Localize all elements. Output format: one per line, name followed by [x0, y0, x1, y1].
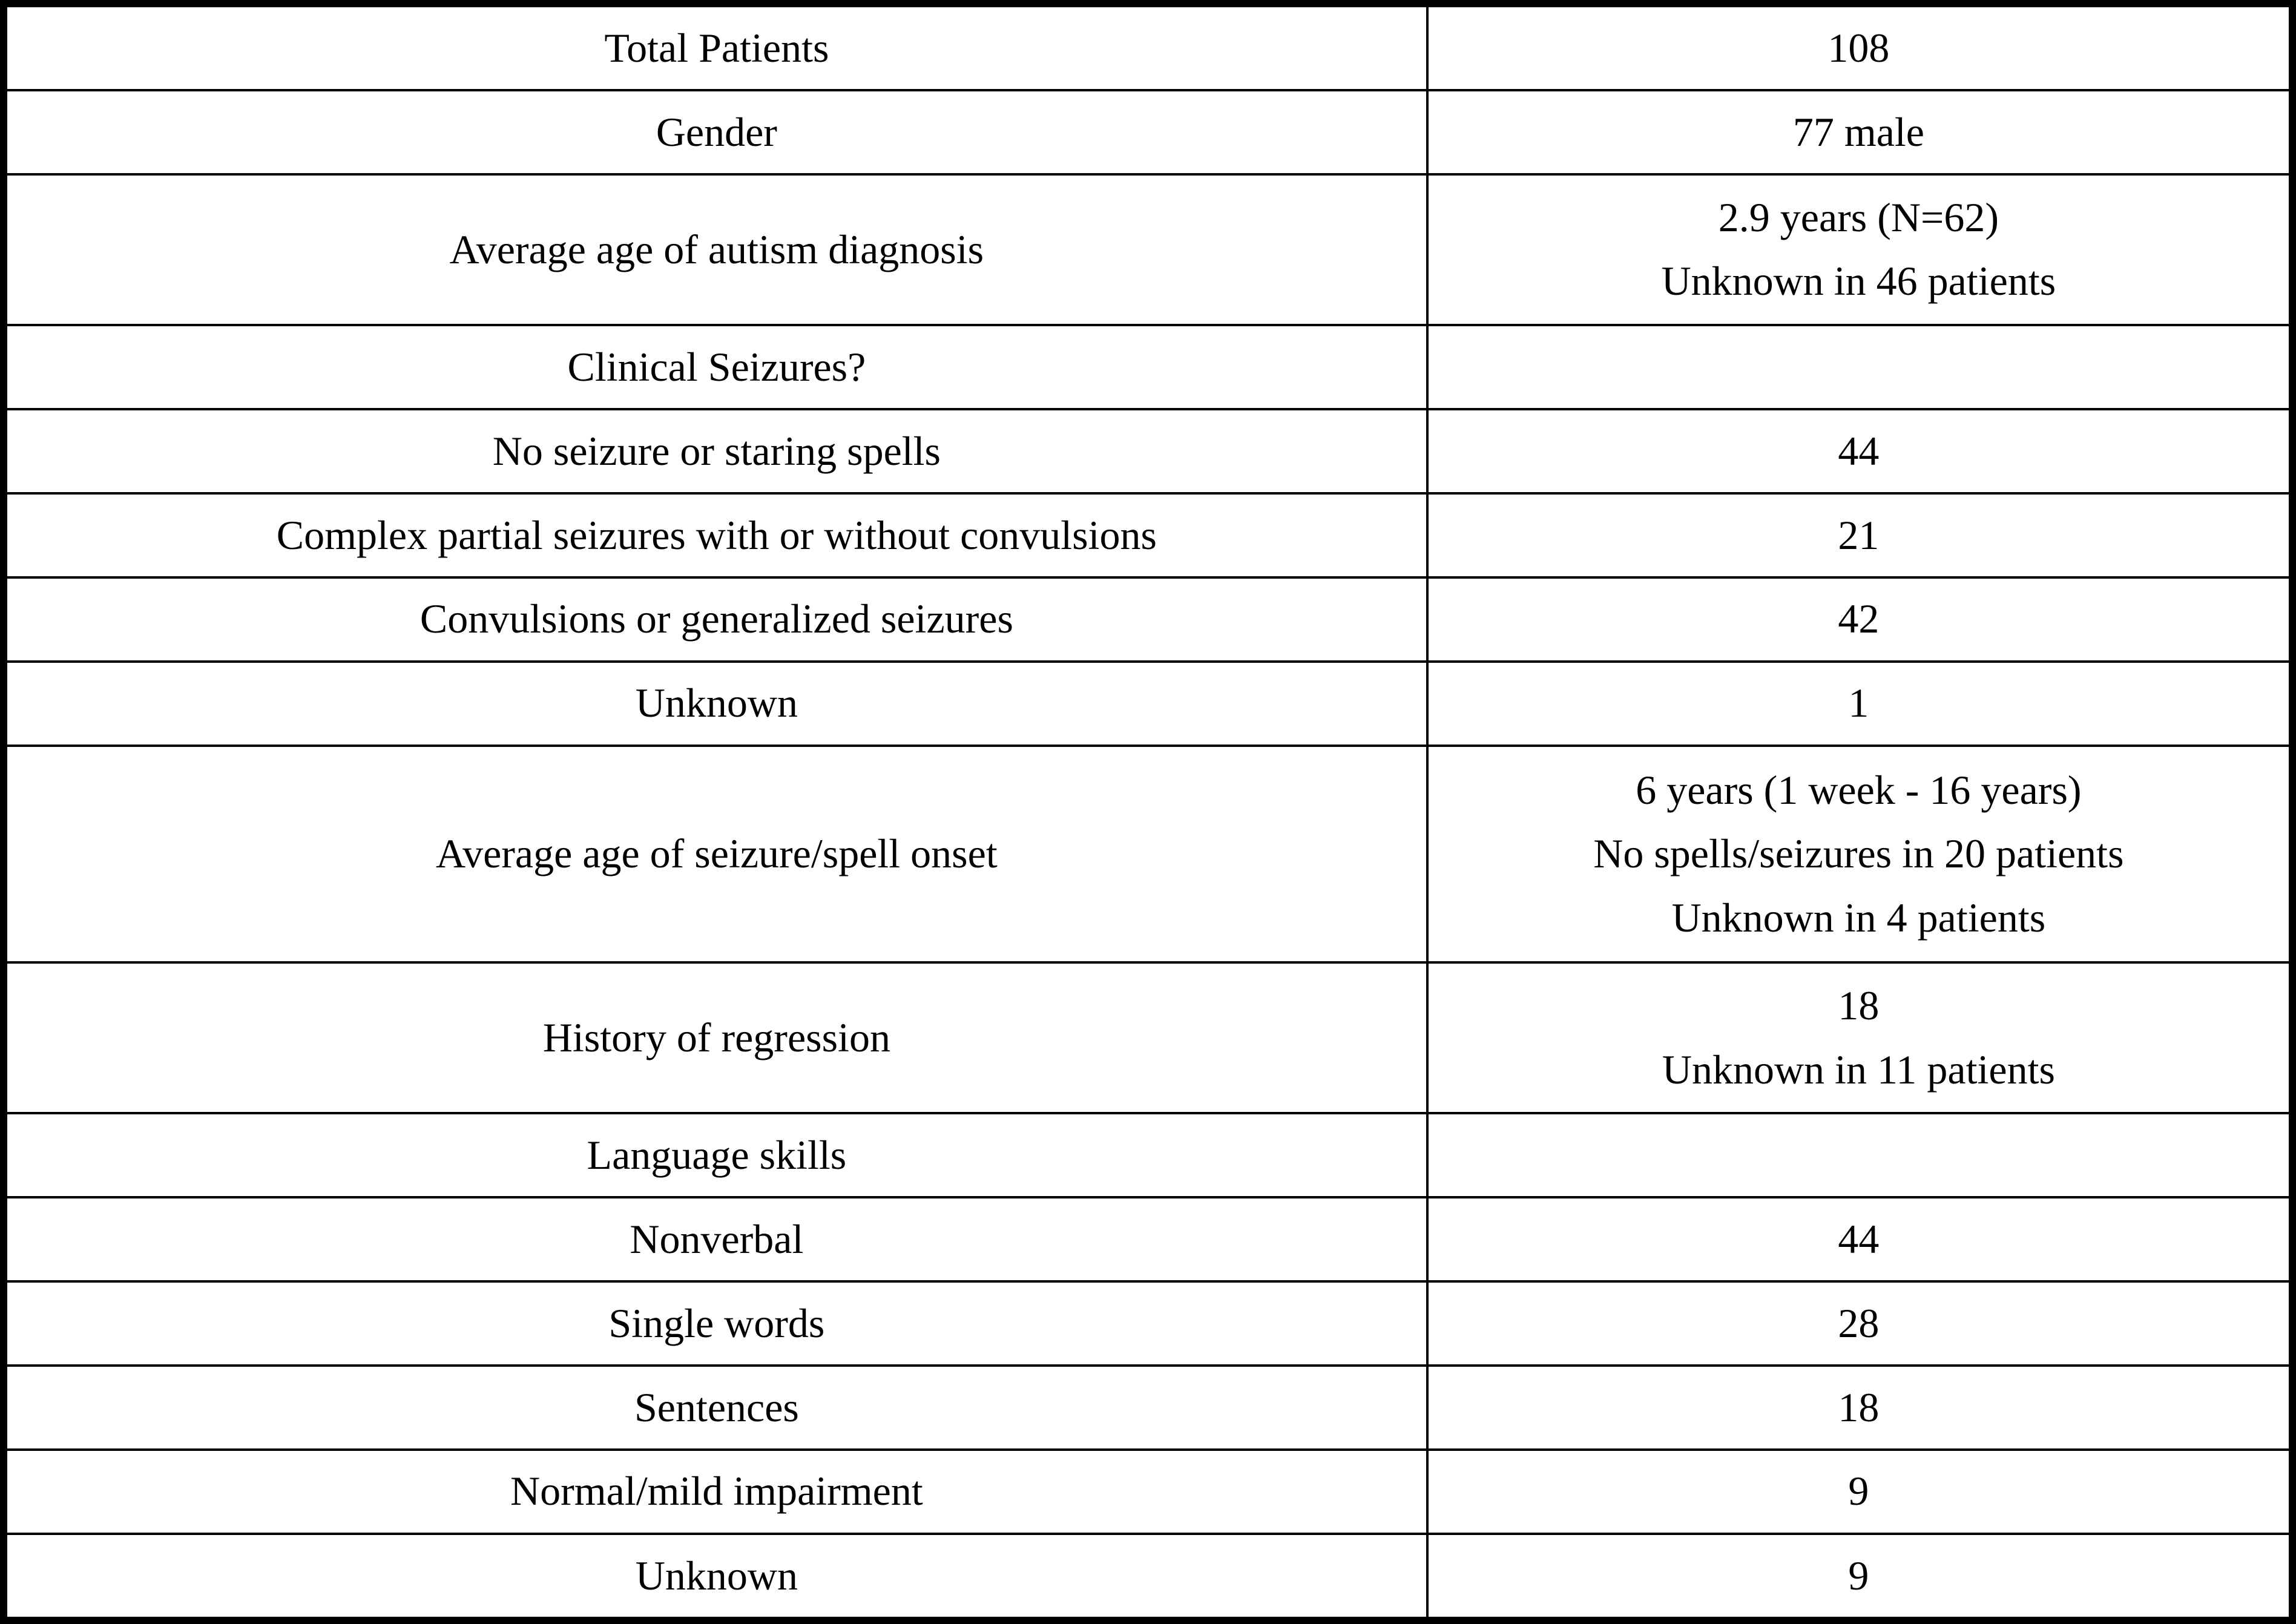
row-value-cell — [1426, 323, 2294, 410]
row-value-cell: 1 — [1426, 660, 2294, 747]
row-label-cell: Single words — [2, 1280, 1429, 1367]
row-label-cell: Average age of autism diagnosis — [2, 173, 1429, 326]
row-value-cell: 28 — [1426, 1280, 2294, 1367]
table-row: Average age of autism diagnosis 2.9 years… — [2, 173, 2294, 326]
table-row: Convulsions or generalized seizures 42 — [2, 576, 2294, 663]
row-label-cell: No seizure or staring spells — [2, 407, 1429, 495]
table-row: Normal/mild impairment 9 — [2, 1448, 2294, 1535]
table-row: Nonverbal 44 — [2, 1195, 2294, 1283]
row-value-cell: 9 — [1426, 1448, 2294, 1535]
table-row: Single words 28 — [2, 1280, 2294, 1367]
row-value-cell: 18 — [1426, 1364, 2294, 1451]
row-value-cell: 2.9 years (N=62) Unknown in 46 patients — [1426, 173, 2294, 326]
row-label-cell: Convulsions or generalized seizures — [2, 576, 1429, 663]
row-label-cell: Total Patients — [2, 2, 1429, 92]
table-row: Total Patients 108 — [2, 2, 2294, 92]
row-value-cell: 44 — [1426, 1195, 2294, 1283]
table-row: Unknown 1 — [2, 660, 2294, 747]
table-row: Sentences 18 — [2, 1364, 2294, 1451]
table-row: Average age of seizure/spell onset 6 year… — [2, 744, 2294, 964]
table-row: Gender 77 male — [2, 89, 2294, 176]
row-label-cell: Complex partial seizures with or without… — [2, 491, 1429, 579]
table-row: Complex partial seizures with or without… — [2, 491, 2294, 579]
table-row: History of regression 18 Unknown in 11 pa… — [2, 961, 2294, 1114]
table-row: Unknown 9 — [2, 1532, 2294, 1622]
row-label-cell: Sentences — [2, 1364, 1429, 1451]
row-label-cell: Unknown — [2, 660, 1429, 747]
row-label-cell: Normal/mild impairment — [2, 1448, 1429, 1535]
row-label-cell: Language skills — [2, 1111, 1429, 1198]
row-value-cell: 44 — [1426, 407, 2294, 495]
row-value-cell: 18 Unknown in 11 patients — [1426, 961, 2294, 1114]
row-value-cell: 21 — [1426, 491, 2294, 579]
row-label-cell: Nonverbal — [2, 1195, 1429, 1283]
row-label-cell: Gender — [2, 89, 1429, 176]
row-value-cell — [1426, 1111, 2294, 1198]
row-label-cell: Average age of seizure/spell onset — [2, 744, 1429, 964]
row-label-cell: Unknown — [2, 1532, 1429, 1622]
table-row: Clinical Seizures? — [2, 323, 2294, 410]
table-row: Language skills — [2, 1111, 2294, 1198]
row-label-cell: Clinical Seizures? — [2, 323, 1429, 410]
row-value-cell: 9 — [1426, 1532, 2294, 1622]
row-value-cell: 42 — [1426, 576, 2294, 663]
row-label-cell: History of regression — [2, 961, 1429, 1114]
row-value-cell: 77 male — [1426, 89, 2294, 176]
row-value-cell: 108 — [1426, 2, 2294, 92]
table-row: No seizure or staring spells 44 — [2, 407, 2294, 495]
row-value-cell: 6 years (1 week - 16 years) No spells/se… — [1426, 744, 2294, 964]
